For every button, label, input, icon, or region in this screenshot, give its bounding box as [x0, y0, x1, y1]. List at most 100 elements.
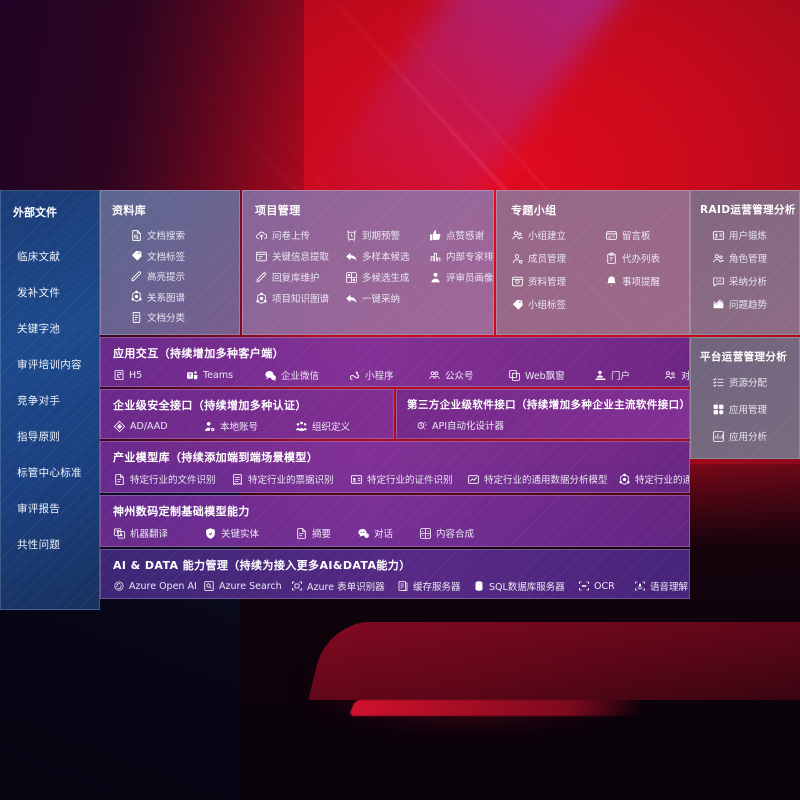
app-item-miniprogram[interactable]: 小程序 [348, 368, 428, 382]
ai-item-cache-server[interactable]: 缓存服务器 [397, 579, 473, 593]
team-item-member-management[interactable]: 成员管理 [511, 251, 603, 265]
model-item-label: 特定行业的通用数据分析模型 [484, 475, 608, 486]
sidebar-item-review-report[interactable]: 审评报告 [17, 502, 61, 515]
kb-item-highlight-hint[interactable]: 高亮提示 [130, 269, 239, 283]
platform-item-app-management[interactable]: 应用管理 [712, 402, 799, 416]
app-item-teams[interactable]: Teams [186, 369, 264, 382]
proj-item-project-knowledge-graph[interactable]: 项目知识图谱 [255, 291, 343, 305]
team-item-material-management[interactable]: 资料管理 [511, 274, 603, 288]
proj-item-label: 多样本候选 [362, 252, 410, 263]
sidebar-item-keyword-pool[interactable]: 关键字池 [17, 322, 61, 335]
proj-item-reviewer-portrait[interactable]: 评审员画像 [429, 270, 494, 284]
team-item-label: 代办列表 [622, 254, 661, 265]
team-item-todo-list[interactable]: 代办列表 [605, 251, 689, 265]
kb-item-document-tag[interactable]: 文档标签 [130, 249, 239, 263]
raid-item-adoption-analysis[interactable]: QA 采纳分析 [712, 274, 799, 288]
message-board-icon [605, 229, 618, 242]
sidebar-item-guidelines[interactable]: 指导原则 [17, 430, 61, 443]
ai-item-ocr[interactable]: OCR [578, 580, 634, 592]
sidebar-item-standards-center[interactable]: 标管中心标准 [17, 466, 82, 479]
enterprise-security-title: 企业级安全接口（持续增加多种认证） [113, 399, 307, 412]
miniprogram-icon [348, 369, 361, 382]
raid-item-user-training[interactable]: 用户锻炼 [712, 228, 799, 242]
raid-item-role-management[interactable]: 角色管理 [712, 251, 799, 265]
reply-arrow-icon [345, 292, 358, 305]
team-item-event-reminder[interactable]: 事项提醒 [605, 274, 689, 288]
app-item-dialog[interactable]: 对话 [664, 368, 689, 382]
proj-item-reply-library[interactable]: 回复库维护 [255, 270, 343, 284]
ai-item-label: Azure Search [219, 580, 282, 592]
base-item-label: 机器翻译 [130, 529, 169, 540]
base-item-machine-translation[interactable]: 机器翻译 [113, 526, 204, 540]
proj-item-label: 评审员画像 [446, 273, 494, 284]
proj-item-internal-expert-ranking[interactable]: 内部专家排名 [429, 249, 494, 263]
sec-item-ad-aad[interactable]: AD/AAD [113, 420, 203, 433]
model-item-label: 特定行业的票据识别 [248, 475, 334, 486]
app-item-label: 门户 [611, 371, 631, 382]
sidebar-item-supplement-docs[interactable]: 发补文件 [17, 286, 61, 299]
team-item-group-tag[interactable]: 小组标签 [511, 297, 603, 311]
proj-item-like-thanks[interactable]: 点赞感谢 [429, 228, 493, 242]
interface-row: 企业级安全接口（持续增加多种认证） AD/AAD 本地账号 组织定义 [100, 389, 690, 439]
sidebar-item-review-training[interactable]: 审评培训内容 [17, 358, 82, 371]
sec-item-local-account[interactable]: 本地账号 [203, 419, 295, 433]
model-item-data-analysis[interactable]: 特定行业的通用数据分析模型 [467, 472, 618, 486]
team-item-group-create[interactable]: 小组建立 [511, 228, 603, 242]
sec-item-label: AD/AAD [130, 420, 168, 432]
sec-item-org-define[interactable]: 组织定义 [295, 419, 350, 433]
base-item-summary[interactable]: 摘要 [295, 526, 357, 540]
base-item-key-entity[interactable]: 关键实体 [204, 526, 295, 540]
html5-icon [113, 369, 125, 381]
user-card-icon [712, 229, 725, 242]
translate-icon [113, 527, 126, 540]
base-item-dialog[interactable]: 对话 [357, 526, 419, 540]
proj-item-label: 项目知识图谱 [272, 294, 330, 305]
team-item-message-board[interactable]: 留言板 [605, 228, 689, 242]
model-item-receipt-recognition[interactable]: 特定行业的票据识别 [231, 472, 350, 486]
proj-item-key-info-extract[interactable]: 关键信息提取 [255, 249, 343, 263]
base-item-content-compose[interactable]: 内容合成 [419, 526, 474, 540]
app-item-h5[interactable]: H5 [113, 369, 186, 381]
document-category-icon [130, 311, 143, 324]
summary-doc-icon [295, 527, 308, 540]
project-management-title: 项目管理 [255, 204, 301, 217]
ai-item-azure-search[interactable]: Azure Search [203, 580, 291, 592]
model-item-file-recognition[interactable]: 特定行业的文件识别 [113, 472, 231, 486]
app-item-wecom[interactable]: 企业微信 [264, 368, 348, 382]
kb-item-relation-graph[interactable]: 关系图谱 [130, 290, 239, 304]
sidebar-item-common-issues[interactable]: 共性问题 [17, 538, 61, 551]
ai-item-azure-openai[interactable]: Azure Open AI [113, 580, 203, 592]
model-item-idcard-recognition[interactable]: 特定行业的证件识别 [350, 472, 467, 486]
third-party-items: API自动化设计器 [407, 418, 689, 432]
search-doc-icon [203, 580, 215, 592]
kb-item-label: 高亮提示 [147, 272, 186, 283]
ai-item-form-recognizer[interactable]: Azure 表单识别器 [291, 579, 397, 593]
sidebar-item-competitors[interactable]: 竞争对手 [17, 394, 61, 407]
ai-item-sql-database[interactable]: SQL数据库服务器 [473, 579, 578, 593]
app-item-official-account[interactable]: 公众号 [428, 368, 508, 382]
platform-item-app-analysis[interactable]: 应用分析 [712, 429, 799, 443]
proj-item-questionnaire-upload[interactable]: 问卷上传 [255, 228, 343, 242]
proj-item-multi-candidate-generate[interactable]: 多候选生成 [345, 270, 427, 284]
ai-item-speech-understanding[interactable]: 语音理解 [634, 579, 689, 593]
industry-model-items: 特定行业的文件识别 特定行业的票据识别 特定行业的证件识别 特定行业的通用数据分… [113, 472, 689, 486]
model-item-knowledge-graph[interactable]: 特定行业的通用知识图谱模型 [618, 472, 689, 486]
third-party-item-api-designer[interactable]: API自动化设计器 [415, 418, 504, 432]
proj-item-label: 内部专家排名 [446, 252, 494, 263]
team-item-label: 小组标签 [528, 300, 567, 311]
sidebar-item-clinical-literature[interactable]: 临床文献 [17, 250, 61, 263]
kb-item-document-search[interactable]: 文档搜索 [130, 228, 239, 242]
raid-item-issue-trend[interactable]: 问题趋势 [712, 297, 799, 311]
team-item-label: 留言板 [622, 231, 651, 242]
app-item-portal[interactable]: 门户 [594, 368, 664, 382]
proj-item-multi-sample-candidate[interactable]: 多样本候选 [345, 249, 427, 263]
archive-box-icon [511, 275, 524, 288]
app-item-web-popup[interactable]: Web飘窗 [508, 368, 594, 382]
panel-base-model: 神州数码定制基础模型能力 机器翻译 关键实体 摘要 对话 [100, 495, 690, 547]
proj-item-one-click-adopt[interactable]: 一键采纳 [345, 291, 427, 305]
kb-item-document-category[interactable]: 文档分类 [130, 310, 239, 324]
base-item-label: 对话 [374, 529, 394, 540]
speech-understand-icon [634, 580, 646, 592]
platform-item-resource-allocation[interactable]: 资源分配 [712, 375, 799, 389]
proj-item-expiry-alert[interactable]: 到期预警 [345, 228, 427, 242]
